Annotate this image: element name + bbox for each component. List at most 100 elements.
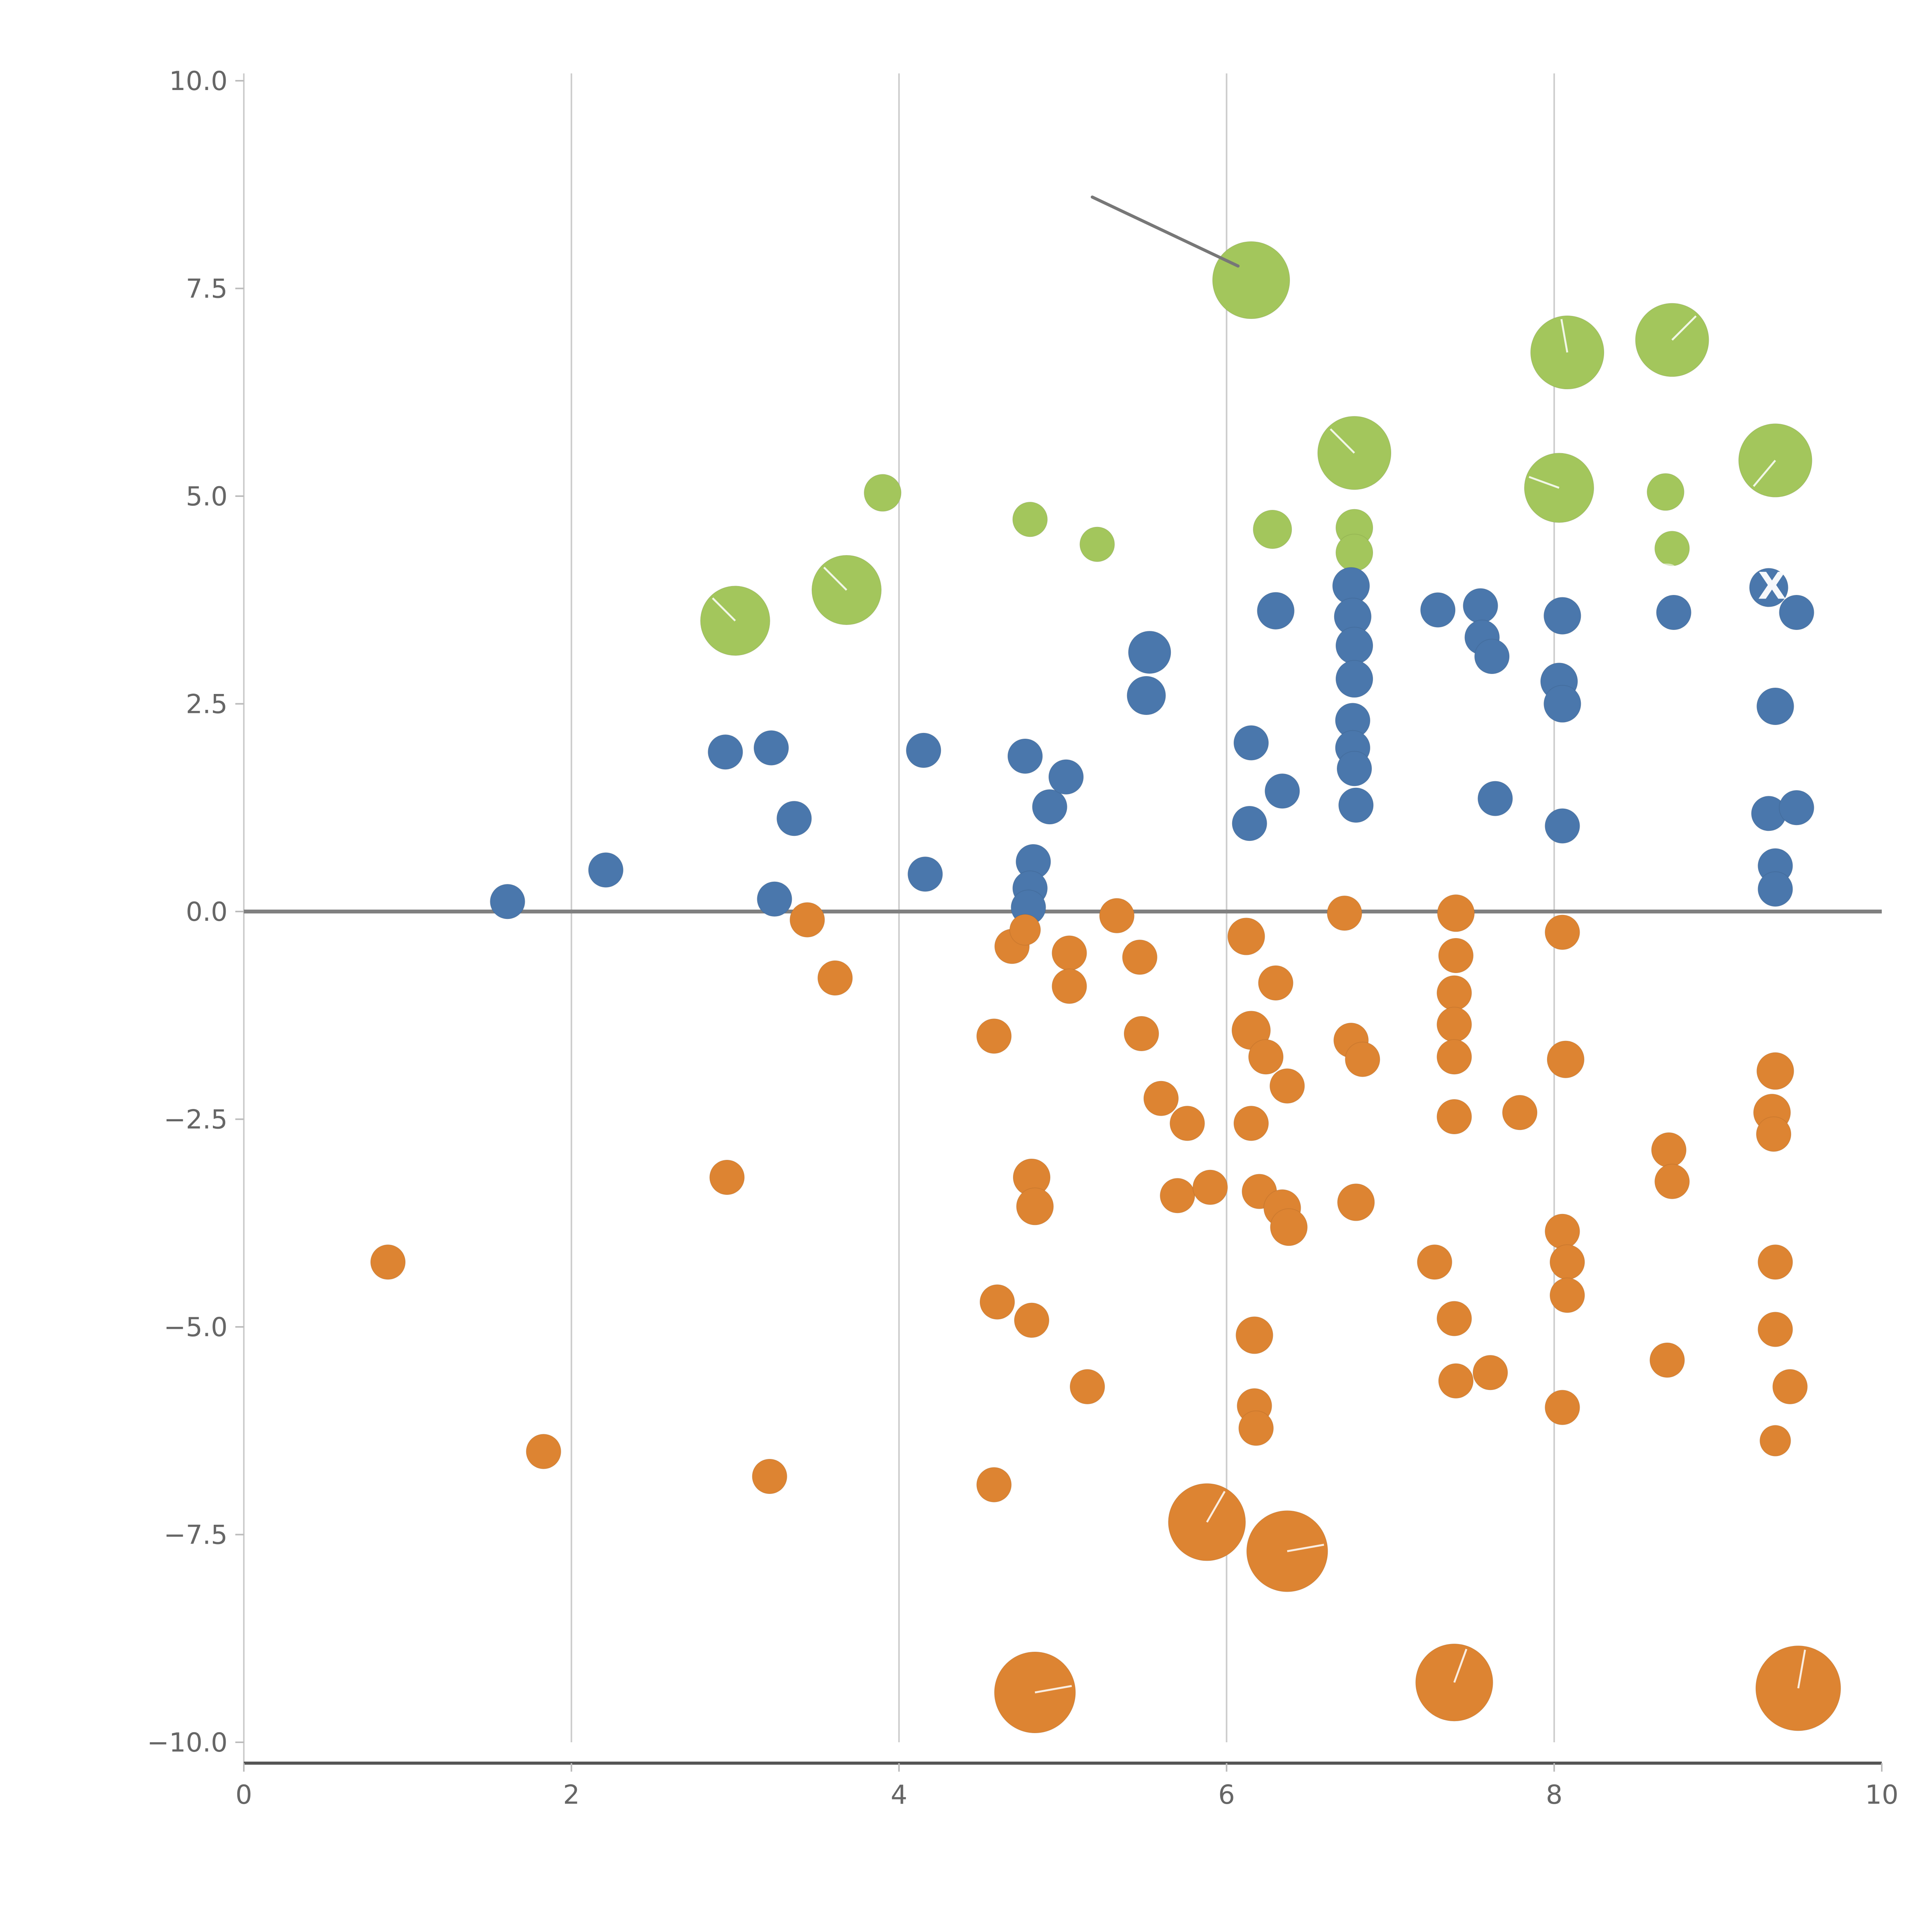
bubble-hand-line [1035,1685,1072,1694]
bubble-blue [1779,595,1815,630]
bubble-orange [1014,1302,1049,1338]
bubble-blue [1335,660,1374,698]
y-tick-label: 7.5 [186,274,228,304]
bubble-blue [1128,631,1172,674]
y-tick-label: −5.0 [164,1312,228,1343]
series-green [700,241,1813,656]
bubble-orange [1016,1187,1054,1226]
x-tick-label: 6 [1218,1780,1235,1810]
bubble-blue [1474,638,1510,674]
bubble-orange [1192,1169,1228,1205]
bubble-orange [1651,1132,1687,1168]
y-tick-label: −7.5 [164,1520,228,1550]
bubble-orange [1756,1116,1792,1152]
bubble-blue [1477,781,1513,816]
bubble-orange [1051,968,1087,1004]
bubble-green [1530,315,1605,390]
bubble-orange [789,902,825,938]
bubble-blue [1032,789,1068,825]
bubble-hand-line [823,566,847,591]
bubble-blue [1757,871,1793,907]
bubble-orange [1437,894,1475,932]
bubble-hand-line [1753,459,1776,487]
bubble-green [1654,531,1690,566]
bubble-green [1079,526,1115,562]
bubble-blue [1463,588,1498,624]
bubble-blue [1337,751,1372,787]
bubble-orange [1654,1163,1690,1199]
bubble-orange [1345,1041,1381,1077]
y-tick-label: 2.5 [186,689,228,719]
bubble-orange [1227,917,1265,956]
bubble-blue [753,730,789,766]
bubble-orange [1549,1244,1585,1280]
bubble-orange [1051,935,1087,971]
bubble-blue [1749,568,1789,607]
bubble-blue [1007,738,1043,774]
bubble-orange [1327,895,1362,931]
bubble-orange [1160,1178,1196,1214]
bubble-orange [1772,1369,1808,1405]
bubble-orange [1544,914,1580,950]
bubble-hand-line [1330,428,1355,454]
series-orange [370,894,1841,1733]
bubble-orange [1248,1039,1284,1075]
bubble-orange [1436,1039,1472,1075]
y-tick-label: 0.0 [186,897,228,927]
bubble-orange [1235,1316,1274,1354]
bubble-green [1212,241,1290,319]
bubble-blue [1257,592,1295,630]
bubble-blue [1543,597,1582,635]
bubble-green [1253,510,1293,549]
bubble-orange [752,1459,787,1494]
bubble-orange [1238,1410,1274,1446]
bubble-orange [1546,1040,1585,1078]
bubble-green [1646,473,1685,511]
bubble-blue [1264,773,1300,809]
y-tick-label: −2.5 [164,1104,228,1135]
bubble-orange [1258,965,1294,1001]
bubble-blue [490,884,526,920]
bubble-blue [707,734,743,770]
bubble-orange [1472,1355,1508,1391]
x-tick-label: 4 [891,1780,907,1810]
bubble-blue [757,881,793,917]
bubble-orange [1436,1007,1472,1043]
bubble-blue [1756,687,1794,725]
annotation-leader-line [1090,196,1240,268]
bubble-blue [1543,685,1582,723]
y-tick-label: 5.0 [186,481,228,512]
bubble-orange [1544,1389,1580,1425]
bubble-orange [1757,1244,1793,1280]
bubble-green [1012,502,1048,537]
bubble-blue [1231,806,1267,842]
bubble-hand-line [1529,476,1560,489]
bubble-orange [1502,1095,1538,1131]
bubble-orange [1122,939,1158,975]
bubble-orange [1438,937,1474,973]
bubble-orange [1337,1183,1375,1221]
overlay-glyph: X [1758,565,1786,607]
y-tick-label: −10.0 [147,1728,228,1758]
bubble-hand-line [712,597,736,622]
bubble-orange [1436,975,1472,1011]
bubble-blue [1338,787,1374,823]
bubble-orange [1070,1369,1105,1405]
series-blue [490,567,1815,925]
bubble-orange [1757,1311,1793,1347]
x-tick-label: 2 [563,1780,580,1810]
bubble-hand-line [1453,1648,1468,1683]
bubble-orange [526,1434,561,1469]
bubble-blue [1335,627,1374,665]
bubble-orange [1099,898,1135,934]
bubble-orange [1756,1052,1794,1090]
bubble-green [864,474,902,512]
bubble-orange [1436,1301,1472,1337]
x-tick-label: 8 [1546,1780,1563,1810]
bubble-orange [1009,914,1041,946]
bubble-orange [1123,1016,1159,1052]
bubble-blue [776,801,812,837]
y-tick-label: 10.0 [169,66,228,97]
bubble-orange [1269,1068,1305,1104]
bubble-hand-line [1797,1650,1806,1689]
